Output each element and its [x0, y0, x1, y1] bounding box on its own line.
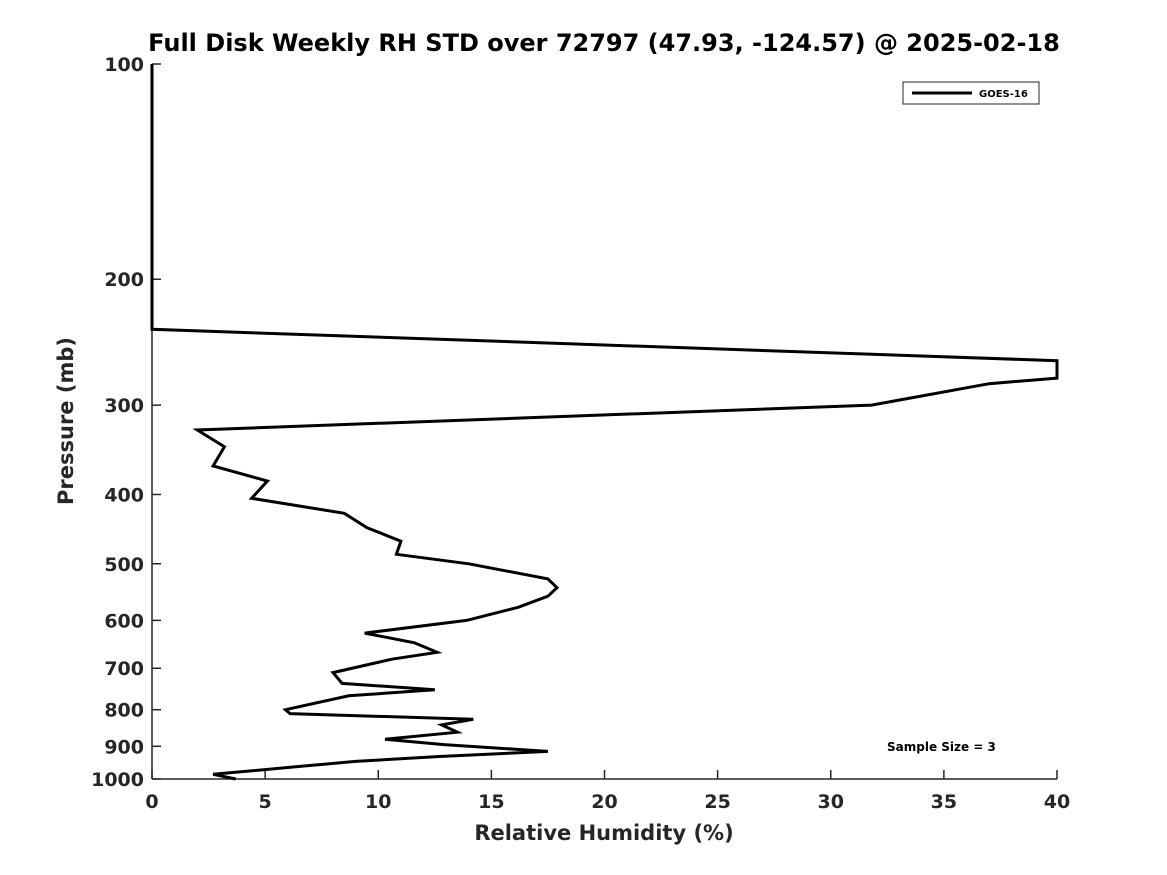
y-tick-label: 100 — [104, 54, 144, 76]
x-tick-label: 20 — [591, 791, 617, 813]
x-tick-label: 5 — [259, 791, 272, 813]
chart-title: Full Disk Weekly RH STD over 72797 (47.9… — [148, 29, 1060, 57]
y-axis-ticks: 100 200 300 400 500 600 700 800 900 1000 — [91, 54, 161, 791]
y-tick-label: 200 — [104, 269, 144, 291]
x-tick-label: 15 — [478, 791, 504, 813]
legend-label: GOES-16 — [979, 89, 1028, 100]
y-tick-label: 300 — [104, 395, 144, 417]
x-tick-label: 25 — [704, 791, 730, 813]
plot-area — [150, 64, 1059, 781]
x-tick-label: 40 — [1044, 791, 1070, 813]
y-tick-label: 700 — [104, 658, 144, 680]
y-tick-label: 900 — [104, 736, 144, 758]
x-tick-label: 0 — [145, 791, 158, 813]
y-tick-label: 1000 — [91, 769, 144, 791]
sample-size-annotation: Sample Size = 3 — [887, 740, 996, 754]
series-line-goes-16 — [150, 64, 1059, 781]
y-tick-label: 400 — [104, 484, 144, 506]
y-tick-label: 600 — [104, 610, 144, 632]
x-tick-label: 10 — [365, 791, 391, 813]
x-axis-ticks: 0 5 10 15 20 25 30 35 40 — [145, 770, 1070, 813]
y-tick-label: 500 — [104, 554, 144, 576]
x-axis-label: Relative Humidity (%) — [474, 821, 733, 845]
legend: GOES-16 — [902, 81, 1040, 105]
x-tick-label: 35 — [931, 791, 957, 813]
y-tick-label: 800 — [104, 700, 144, 722]
y-axis-label: Pressure (mb) — [54, 337, 78, 505]
x-tick-label: 30 — [818, 791, 844, 813]
